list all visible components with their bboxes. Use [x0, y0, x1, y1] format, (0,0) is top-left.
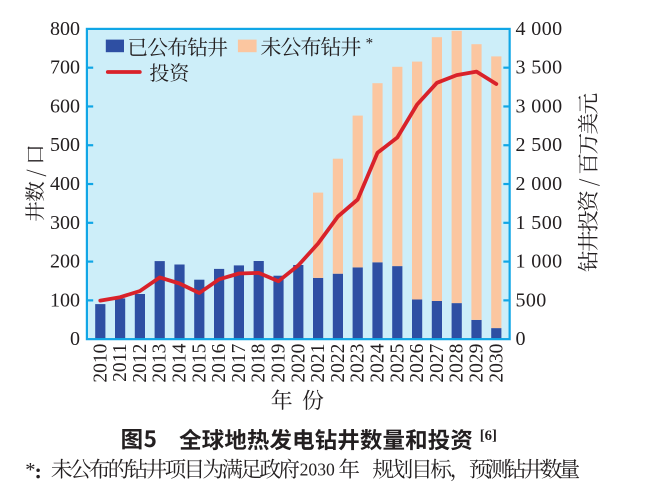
svg-text:2027: 2027 — [427, 343, 448, 382]
svg-text:1 000: 1 000 — [516, 251, 563, 273]
svg-text:*: * — [25, 459, 35, 481]
svg-text:2021: 2021 — [308, 344, 329, 383]
svg-text:2 500: 2 500 — [516, 134, 563, 156]
svg-text:500: 500 — [516, 289, 547, 311]
svg-text:700: 700 — [50, 57, 80, 79]
svg-text:2028: 2028 — [447, 344, 468, 383]
svg-text:200: 200 — [50, 251, 80, 273]
svg-text:2022: 2022 — [328, 344, 349, 383]
svg-text:2019: 2019 — [269, 344, 290, 383]
svg-text:600: 600 — [50, 95, 80, 117]
svg-text:2026: 2026 — [407, 343, 428, 382]
svg-text:[6]: [6] — [480, 428, 497, 444]
svg-text:2011: 2011 — [110, 344, 131, 382]
svg-text:2024: 2024 — [368, 343, 389, 382]
svg-text:2015: 2015 — [189, 344, 210, 383]
svg-text:2025: 2025 — [387, 344, 408, 383]
svg-text:400: 400 — [50, 173, 80, 195]
svg-text:3 000: 3 000 — [516, 95, 563, 117]
svg-text:100: 100 — [50, 289, 80, 311]
svg-text:3 500: 3 500 — [516, 57, 563, 79]
svg-text:500: 500 — [50, 134, 80, 156]
svg-text:0: 0 — [516, 328, 526, 350]
svg-text:2020: 2020 — [288, 344, 309, 383]
svg-text:2013: 2013 — [150, 344, 171, 383]
svg-text:*: * — [366, 36, 374, 52]
svg-text:2012: 2012 — [130, 344, 151, 383]
svg-text:2030: 2030 — [486, 344, 507, 383]
svg-text:800: 800 — [50, 18, 80, 40]
svg-text:2016: 2016 — [209, 343, 230, 382]
svg-text:2 000: 2 000 — [516, 173, 563, 195]
svg-text:0: 0 — [70, 328, 80, 350]
svg-text:2023: 2023 — [348, 344, 369, 383]
svg-text:2010: 2010 — [90, 344, 111, 383]
svg-text:2029: 2029 — [467, 344, 488, 383]
svg-text:1 500: 1 500 — [516, 212, 563, 234]
svg-text:2017: 2017 — [229, 343, 250, 382]
svg-text:4 000: 4 000 — [516, 18, 563, 40]
svg-text:300: 300 — [50, 212, 80, 234]
svg-text:2018: 2018 — [249, 344, 270, 383]
svg-text:2014: 2014 — [170, 343, 191, 382]
svg-text:2030: 2030 — [300, 460, 335, 480]
